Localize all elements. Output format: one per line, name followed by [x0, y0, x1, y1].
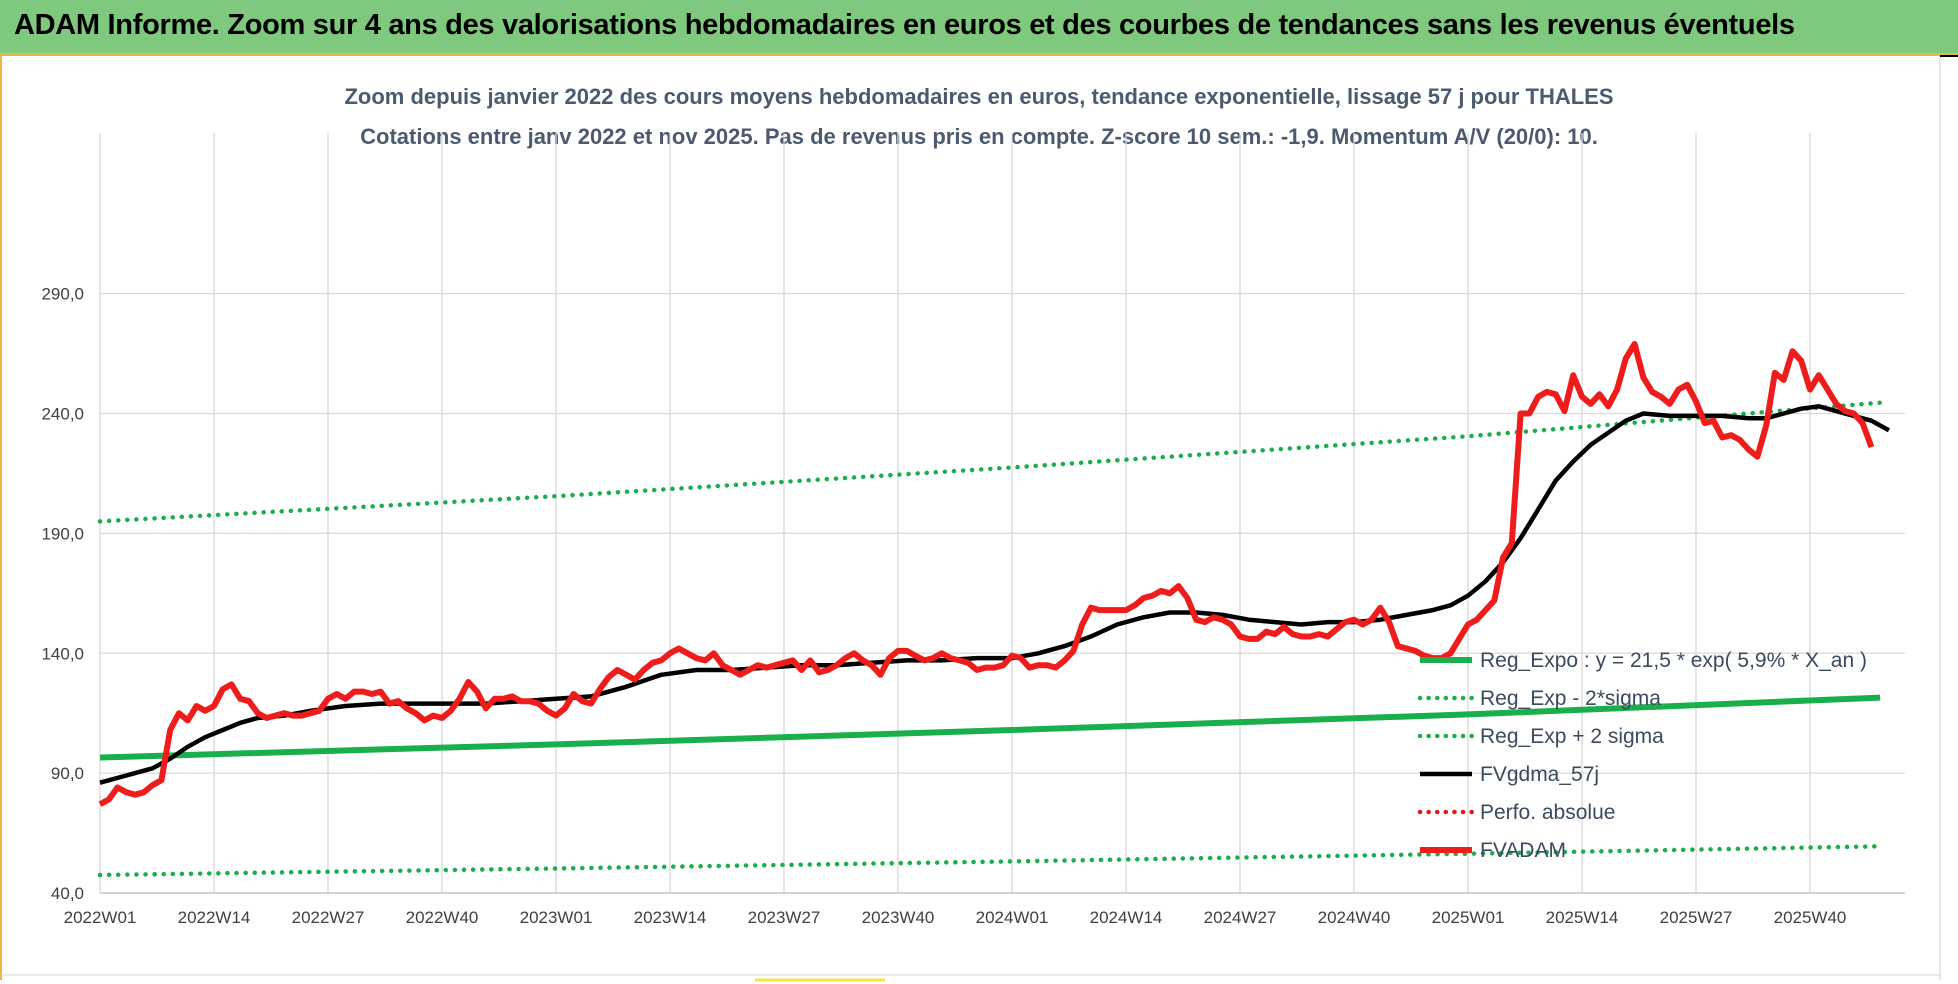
series-line — [99, 404, 1890, 785]
legend-label: Perfo. absolue — [1480, 801, 1615, 824]
y-tick-label: 190,0 — [41, 524, 84, 543]
page-title: ADAM Informe. Zoom sur 4 ans des valoris… — [14, 9, 1795, 41]
chart-area-background — [0, 56, 1958, 984]
x-tick-label: 2023W14 — [634, 908, 707, 927]
x-tick-label: 2024W27 — [1204, 908, 1277, 927]
x-tick-label: 2024W40 — [1318, 908, 1391, 927]
series-line — [97, 844, 1883, 878]
x-tick-label: 2023W27 — [748, 908, 821, 927]
legend: Reg_Expo : y = 21,5 * exp( 5,9% * X_an )… — [1417, 649, 1867, 862]
x-tick-label: 2024W01 — [976, 908, 1049, 927]
y-tick-label: 140,0 — [41, 644, 84, 663]
chart-subtitle: Cotations entre janv 2022 et nov 2025. P… — [360, 124, 1598, 149]
y-tick-label: 90,0 — [51, 764, 84, 783]
x-tick-label: 2022W27 — [292, 908, 365, 927]
y-axis-ticks: 40,0 90,0 140,0 190,0 240,0 290,0 — [41, 285, 84, 903]
x-tick-label: 2024W14 — [1090, 908, 1163, 927]
x-axis-ticks: 2022W01 2022W14 2022W27 2022W40 2023W01 2023W… — [64, 908, 1847, 927]
x-tick-label: 2022W14 — [178, 908, 251, 927]
grid — [99, 133, 1905, 894]
x-tick-label: 2025W40 — [1774, 908, 1847, 927]
legend-label: FVgdma_57j — [1480, 763, 1599, 786]
series-group — [97, 341, 1890, 878]
legend-label: Reg_Exp - 2*sigma — [1480, 687, 1661, 710]
series-line — [99, 694, 1881, 761]
x-tick-label: 2022W01 — [64, 908, 137, 927]
x-tick-label: 2023W01 — [520, 908, 593, 927]
legend-label: Reg_Exp + 2 sigma — [1480, 725, 1664, 748]
series-line — [98, 341, 1875, 807]
legend-label: Reg_Expo : y = 21,5 * exp( 5,9% * X_an ) — [1480, 649, 1867, 672]
series-line — [97, 400, 1883, 524]
chart-title: Zoom depuis janvier 2022 des cours moyen… — [344, 84, 1613, 109]
x-tick-label: 2023W40 — [862, 908, 935, 927]
y-tick-label: 240,0 — [41, 405, 84, 424]
y-tick-label: 290,0 — [41, 285, 84, 304]
x-tick-label: 2025W27 — [1660, 908, 1733, 927]
x-tick-label: 2022W40 — [406, 908, 479, 927]
legend-label: FVADAM — [1480, 839, 1566, 862]
x-tick-label: 2025W14 — [1546, 908, 1619, 927]
header-banner: ADAM Informe. Zoom sur 4 ans des valoris… — [0, 0, 1958, 56]
x-tick-label: 2025W01 — [1432, 908, 1505, 927]
y-tick-label: 40,0 — [51, 884, 84, 903]
